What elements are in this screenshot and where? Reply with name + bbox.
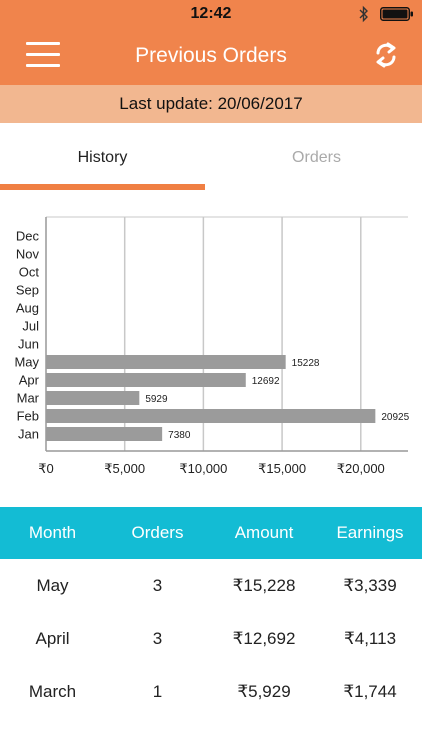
cell-amount: ₹15,228: [232, 576, 296, 595]
bar-value-label: 20925: [381, 412, 409, 423]
column-header-amount: Amount: [234, 523, 294, 542]
page-title: Previous Orders: [135, 44, 287, 67]
y-category-label: Jun: [18, 337, 39, 352]
tab-orders[interactable]: Orders: [292, 149, 341, 166]
y-category-label: Feb: [17, 409, 39, 424]
column-header-month: Month: [28, 523, 77, 542]
cell-amount: ₹5,929: [237, 682, 291, 701]
y-category-label: Nov: [16, 247, 40, 262]
cell-month: May: [36, 576, 69, 595]
tab-active-indicator: [0, 184, 205, 190]
y-category-label: Apr: [19, 373, 40, 388]
x-tick-label: ₹10,000: [179, 461, 227, 476]
y-category-label: Jul: [22, 319, 39, 334]
cell-earnings: ₹1,744: [343, 682, 397, 701]
battery-icon: [380, 7, 413, 21]
menu-icon[interactable]: [26, 42, 60, 68]
cell-amount: ₹12,692: [232, 629, 296, 648]
status-bar: 12:42: [0, 0, 422, 28]
refresh-icon[interactable]: [372, 40, 400, 70]
table-row[interactable]: April 3 ₹12,692 ₹4,113: [0, 612, 422, 665]
cell-orders: 3: [152, 576, 163, 595]
x-tick-label: ₹15,000: [258, 461, 306, 476]
y-category-label: May: [14, 355, 39, 370]
bar-value-label: 5929: [145, 394, 168, 405]
cell-month: April: [35, 629, 70, 648]
nav-bar: Previous Orders: [0, 28, 422, 85]
y-category-label: Aug: [16, 301, 39, 316]
bar-value-label: 7380: [168, 430, 191, 441]
cell-orders: 3: [152, 629, 163, 648]
column-header-earnings: Earnings: [336, 523, 404, 542]
cell-earnings: ₹3,339: [343, 576, 397, 595]
bar: [46, 427, 163, 441]
y-category-label: Sep: [16, 283, 39, 298]
tab-history[interactable]: History: [77, 149, 128, 166]
x-tick-label: ₹20,000: [337, 461, 385, 476]
status-time: 12:42: [190, 5, 232, 22]
x-tick-label: ₹0: [38, 461, 54, 476]
monthly-earnings-chart: ₹0 ₹5,000 ₹10,000 ₹15,000 ₹20,000 Dec Nov Oct Se…: [14, 216, 410, 476]
last-update-label: Last update: 20/06/2017: [0, 85, 422, 123]
table-row[interactable]: May 3 ₹15,228 ₹3,339: [0, 559, 422, 612]
table-header: Month Orders Amount Earnings: [0, 507, 422, 559]
cell-orders: 1: [152, 682, 163, 701]
bar-value-label: 12692: [252, 376, 280, 387]
column-header-orders: Orders: [131, 523, 184, 542]
bar: [46, 391, 140, 405]
bar: [46, 355, 286, 369]
y-category-label: Mar: [17, 391, 40, 406]
bar: [46, 409, 376, 423]
y-category-label: Jan: [18, 427, 39, 442]
cell-month: March: [28, 682, 77, 701]
tab-bar: History Orders: [0, 123, 422, 191]
y-category-label: Dec: [16, 229, 40, 244]
cell-earnings: ₹4,113: [343, 629, 397, 648]
x-tick-label: ₹5,000: [104, 461, 145, 476]
bar: [46, 373, 246, 387]
bar-value-label: 15228: [292, 358, 320, 369]
bluetooth-icon: [359, 5, 368, 23]
table-row[interactable]: March 1 ₹5,929 ₹1,744: [0, 665, 422, 718]
y-category-label: Oct: [19, 265, 40, 280]
